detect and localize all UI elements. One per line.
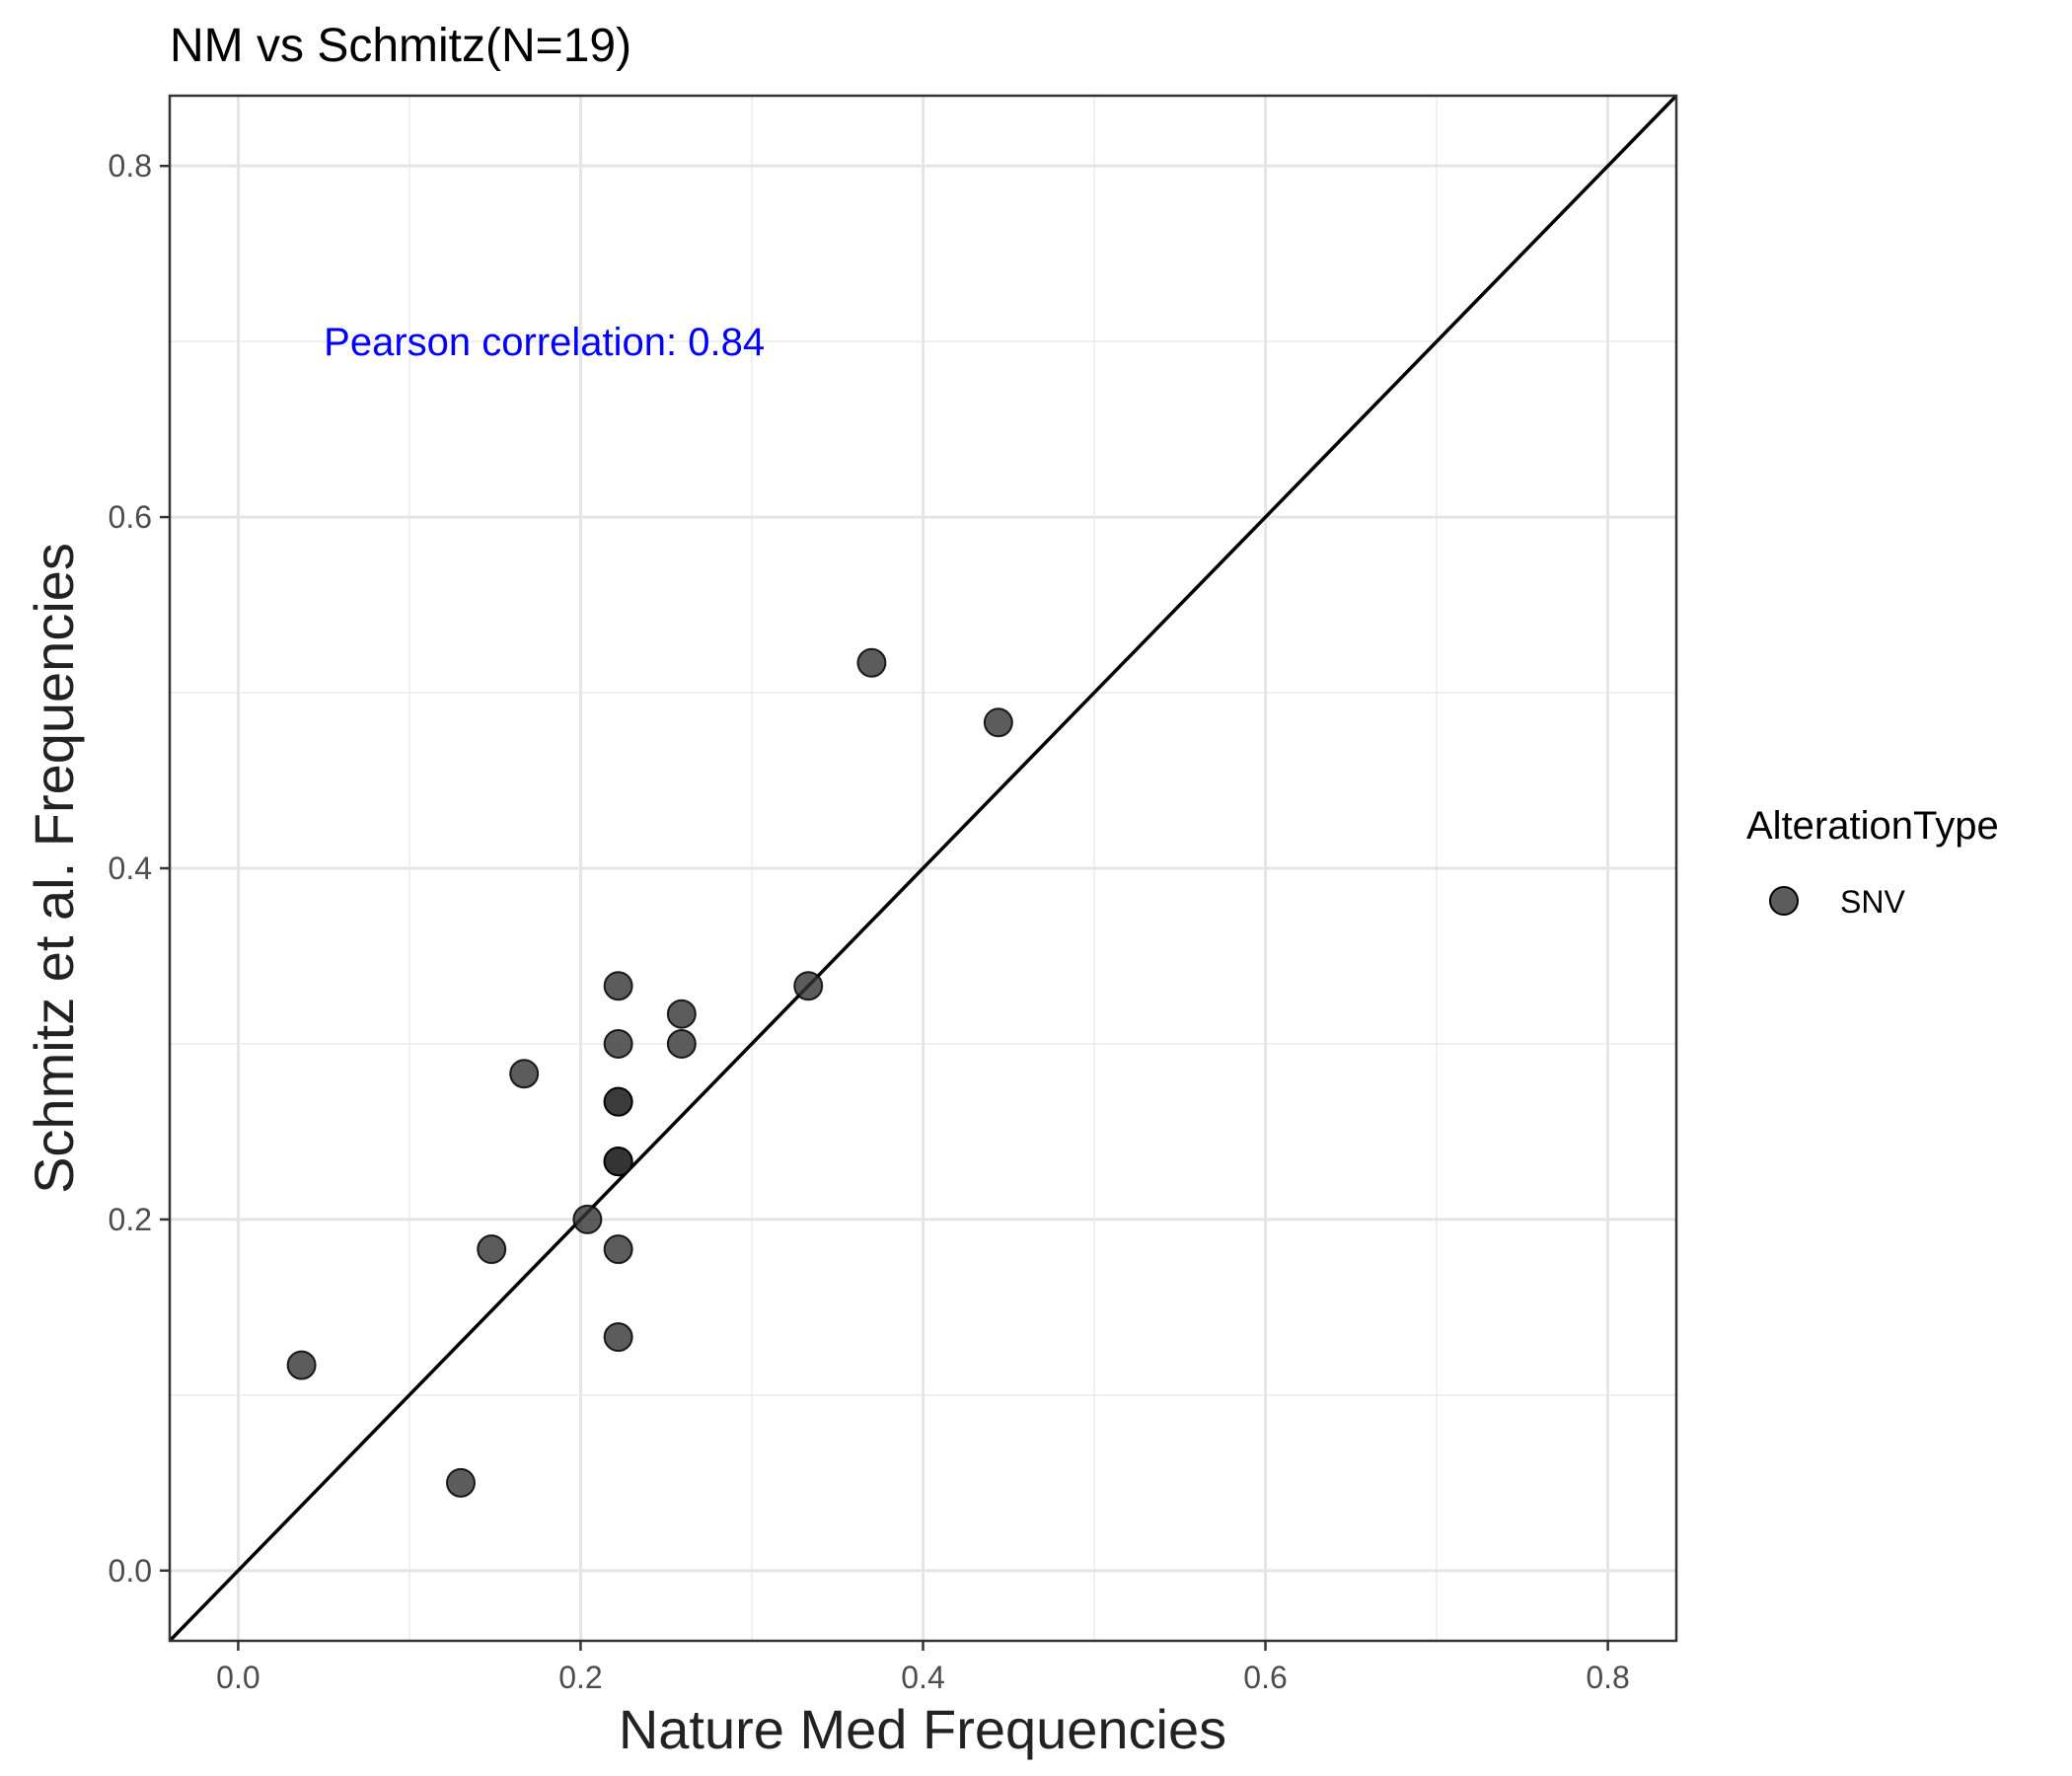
data-point bbox=[603, 1234, 633, 1265]
legend: AlterationType SNV bbox=[1746, 804, 1999, 920]
x-tick-label: 0.8 bbox=[1586, 1660, 1629, 1695]
data-point bbox=[666, 999, 697, 1029]
data-point bbox=[477, 1234, 507, 1265]
chart-title: NM vs Schmitz(N=19) bbox=[170, 20, 631, 72]
data-point bbox=[793, 971, 824, 1001]
data-point bbox=[603, 1322, 633, 1353]
data-point bbox=[509, 1059, 540, 1089]
y-tick-label: 0.0 bbox=[109, 1553, 152, 1589]
data-point bbox=[983, 707, 1013, 738]
x-tick-label: 0.4 bbox=[901, 1660, 944, 1695]
data-point bbox=[666, 1028, 697, 1059]
data-point bbox=[603, 1147, 633, 1177]
data-point bbox=[445, 1467, 476, 1498]
x-axis-title: Nature Med Frequencies bbox=[619, 1698, 1226, 1760]
reference-line-y-equals-x bbox=[168, 94, 1678, 1643]
legend-key-snv bbox=[1769, 886, 1799, 916]
data-point bbox=[603, 971, 633, 1001]
data-point bbox=[286, 1350, 317, 1380]
legend-label-snv: SNV bbox=[1840, 884, 1905, 920]
y-tick-label: 0.4 bbox=[109, 851, 152, 886]
pearson-annotation: Pearson correlation: 0.84 bbox=[324, 321, 765, 364]
x-tick-label: 0.2 bbox=[558, 1660, 602, 1695]
data-point bbox=[603, 1028, 633, 1059]
y-tick-label: 0.6 bbox=[109, 499, 152, 535]
y-tick-label: 0.8 bbox=[109, 148, 152, 184]
data-points bbox=[286, 647, 1013, 1498]
legend-title: AlterationType bbox=[1746, 804, 1999, 848]
axis-ticks: 0.0 0.0 0.2 0.2 0.4 0.4 0.6 0.6 0.8 0.8 bbox=[109, 148, 1630, 1695]
y-tick-label: 0.2 bbox=[109, 1202, 152, 1237]
x-tick-label: 0.0 bbox=[216, 1660, 259, 1695]
data-point bbox=[856, 647, 887, 678]
x-tick-label: 0.6 bbox=[1243, 1660, 1287, 1695]
data-point bbox=[572, 1204, 603, 1234]
data-point bbox=[603, 1086, 633, 1117]
y-axis-title: Schmitz et al. Frequencies bbox=[23, 543, 85, 1194]
